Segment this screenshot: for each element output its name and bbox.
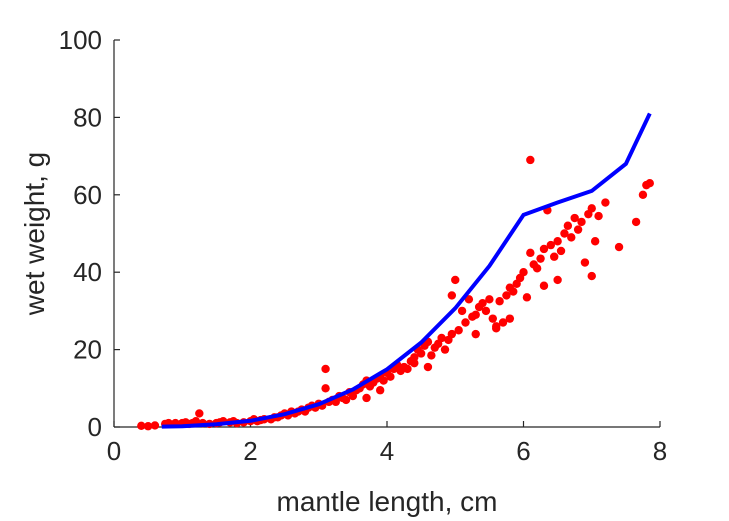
- data-point: [423, 362, 433, 372]
- data-point: [550, 252, 559, 261]
- y-axis-label: wet weight, g: [19, 152, 50, 316]
- y-tick-label: 20: [73, 335, 102, 365]
- data-point: [191, 416, 201, 426]
- x-tick-label: 0: [107, 436, 121, 466]
- data-point: [427, 351, 436, 360]
- data-point: [522, 293, 532, 302]
- data-point: [321, 384, 330, 393]
- data-point: [556, 246, 566, 256]
- data-point: [526, 248, 535, 258]
- data-point: [553, 275, 562, 285]
- data-point: [587, 204, 596, 213]
- data-point: [509, 287, 518, 296]
- data-point: [498, 318, 508, 327]
- data-point: [143, 422, 153, 431]
- data-point: [362, 393, 371, 403]
- fit-curve: [161, 112, 652, 429]
- data-point: [631, 217, 641, 227]
- data-point: [461, 318, 470, 327]
- data-point: [137, 421, 146, 431]
- data-point: [488, 314, 497, 323]
- data-point: [485, 295, 494, 304]
- x-tick-label: 8: [653, 436, 667, 466]
- data-point: [457, 306, 467, 316]
- y-ticks: 0 20 40 60 80 100: [59, 25, 120, 442]
- data-point: [437, 333, 446, 343]
- data-point: [481, 306, 491, 316]
- data-point: [454, 326, 463, 335]
- y-tick-label: 60: [73, 180, 102, 210]
- data-point: [341, 395, 351, 405]
- data-point: [416, 349, 426, 358]
- data-point: [519, 268, 528, 277]
- data-point: [577, 217, 586, 227]
- data-point: [150, 421, 160, 430]
- data-point: [505, 314, 515, 323]
- data-point: [447, 291, 457, 300]
- data-point: [532, 264, 542, 273]
- data-point: [379, 376, 388, 385]
- y-tick-label: 40: [73, 257, 102, 287]
- x-axis-label: mantle length, cm: [277, 486, 498, 517]
- data-point: [570, 213, 579, 223]
- data-point: [587, 271, 596, 281]
- data-point: [321, 364, 330, 374]
- data-point: [195, 409, 204, 418]
- data-point: [375, 386, 385, 395]
- data-point: [447, 329, 457, 339]
- data-point: [638, 190, 648, 199]
- data-point: [567, 233, 576, 242]
- data-point: [471, 329, 480, 339]
- data-point: [495, 297, 504, 306]
- y-tick-label: 0: [88, 412, 102, 442]
- x-tick-label: 4: [380, 436, 394, 466]
- data-point: [601, 198, 610, 207]
- data-point: [471, 310, 480, 319]
- data-point: [539, 281, 549, 290]
- x-ticks: 0 2 4 6 8: [107, 421, 667, 466]
- data-point: [526, 155, 535, 165]
- data-point: [573, 225, 583, 234]
- data-point: [553, 237, 562, 246]
- data-point: [536, 254, 545, 263]
- data-point: [502, 291, 511, 300]
- y-tick-label: 80: [73, 102, 102, 132]
- data-point: [590, 237, 600, 246]
- data-point: [614, 242, 624, 252]
- data-point: [563, 221, 573, 230]
- y-tick-label: 100: [59, 25, 102, 55]
- data-point: [410, 353, 419, 362]
- data-point: [440, 345, 450, 354]
- data-point: [492, 324, 501, 333]
- data-point: [560, 229, 569, 238]
- data-point: [645, 178, 654, 188]
- data-point: [539, 244, 549, 254]
- data-point: [464, 295, 474, 304]
- data-point: [451, 275, 460, 285]
- data-point: [594, 211, 603, 221]
- data-point: [403, 364, 412, 374]
- data-point: [580, 258, 590, 267]
- data-point: [410, 358, 419, 368]
- data-point: [478, 298, 487, 308]
- data-point: [546, 240, 555, 250]
- x-tick-label: 2: [243, 436, 257, 466]
- x-tick-label: 6: [516, 436, 530, 466]
- data-point: [386, 372, 395, 381]
